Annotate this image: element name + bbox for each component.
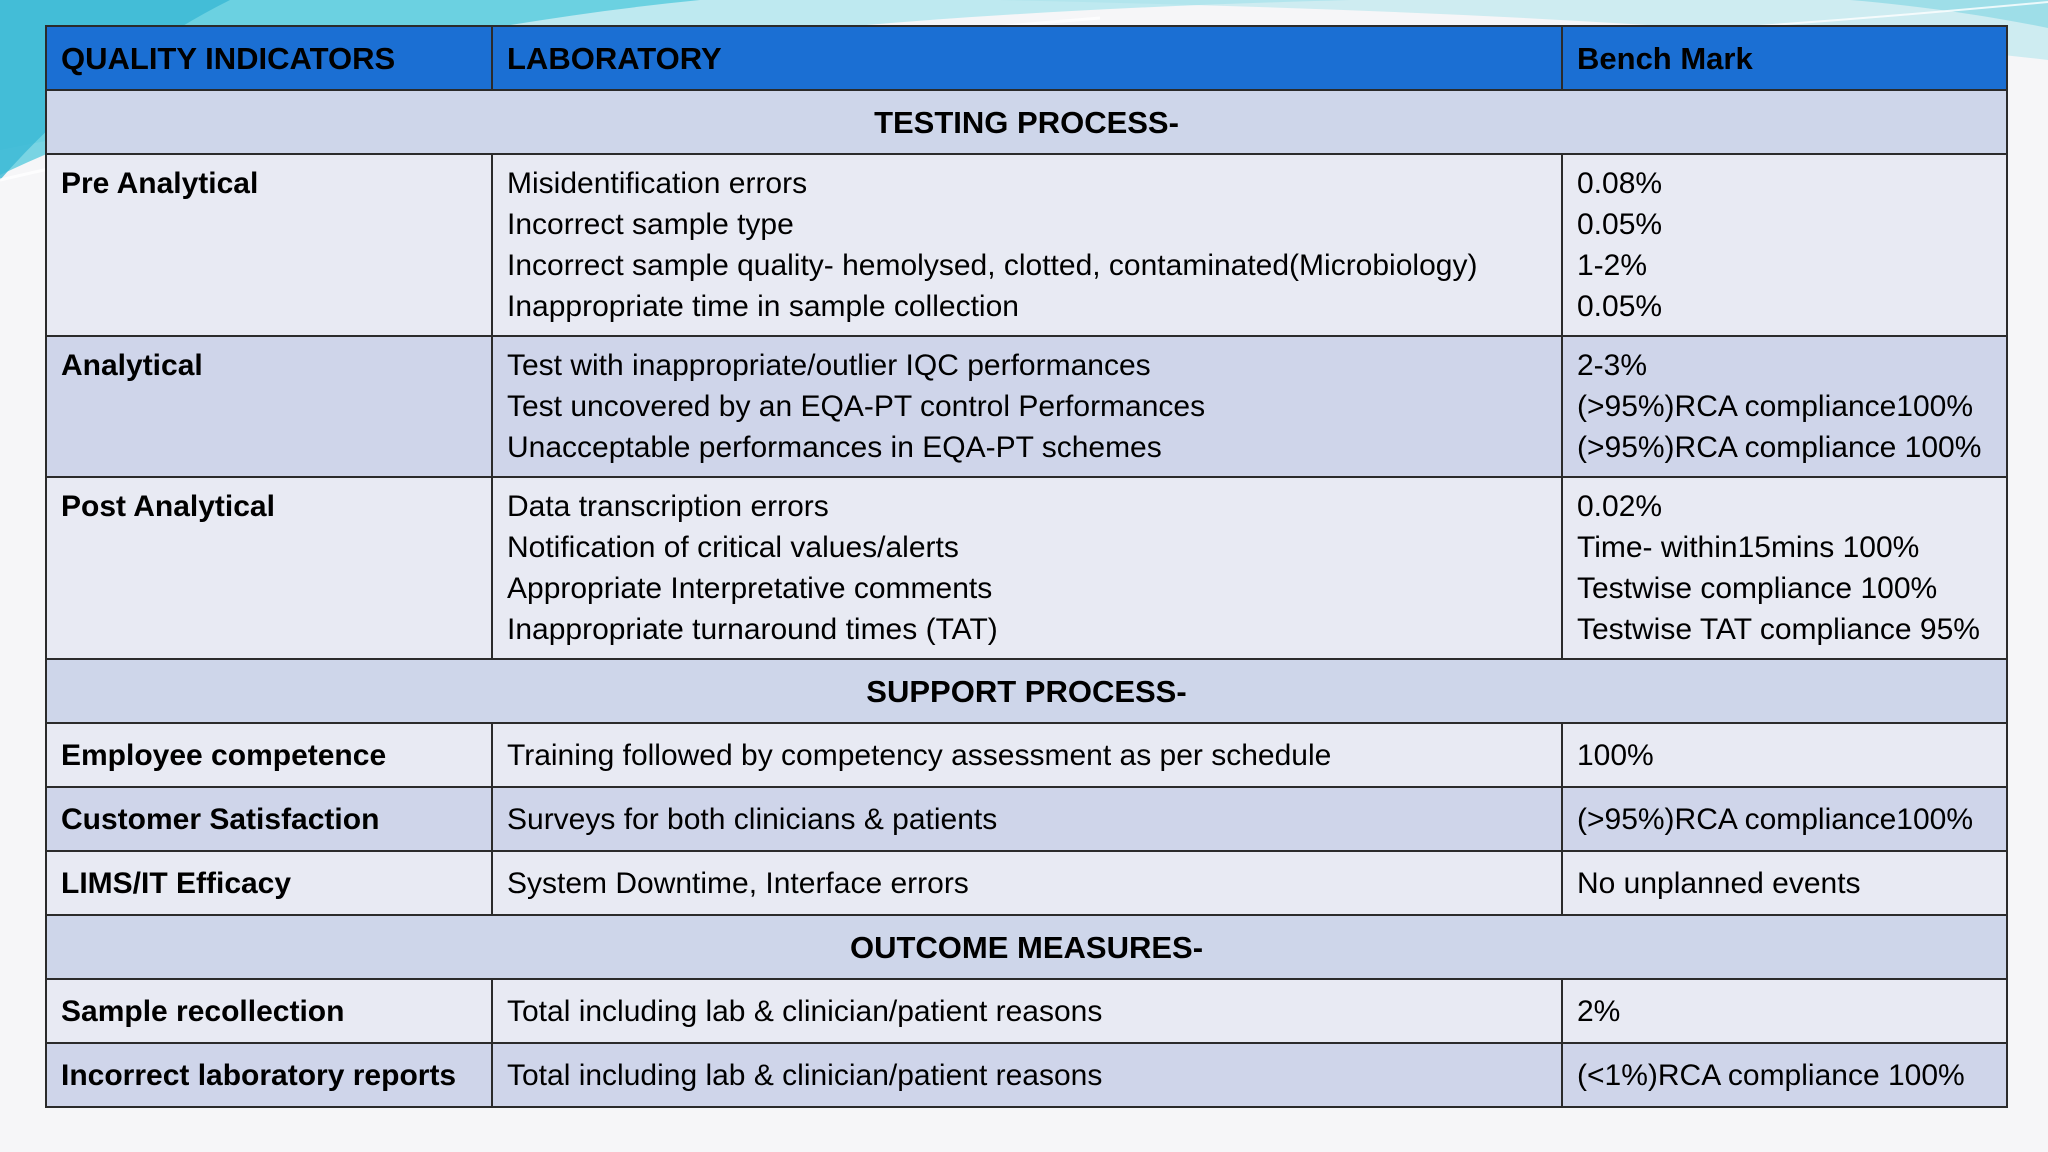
item-text: Test with inappropriate/outlier IQC perf… xyxy=(507,349,1151,382)
benchmark-text: 1-2% xyxy=(1577,249,1648,282)
row-benchmark: 2% xyxy=(1561,978,2008,1044)
row-label: Post Analytical xyxy=(45,476,493,660)
row-label: Employee competence xyxy=(45,722,493,788)
row-items: Test with inappropriate/outlier IQC perf… xyxy=(491,335,1563,478)
benchmark-text: (>95%)RCA compliance 100% xyxy=(1577,431,1982,464)
row-item: Training followed by competency assessme… xyxy=(491,722,1563,788)
table-header-row: QUALITY INDICATORS LABORATORY Bench Mark xyxy=(45,25,2008,91)
benchmark-text: 0.08% xyxy=(1577,167,1663,200)
item-text: Data transcription errors xyxy=(507,490,829,523)
section-title: OUTCOME MEASURES- xyxy=(45,914,2008,980)
benchmark-text: 0.05% xyxy=(1577,290,1663,323)
header-quality-indicators: QUALITY INDICATORS xyxy=(45,25,493,91)
row-label: Customer Satisfaction xyxy=(45,786,493,852)
row-items: Data transcription errors Notification o… xyxy=(491,476,1563,660)
item-text: Misidentification errors xyxy=(507,167,808,200)
item-text: Inappropriate turnaround times (TAT) xyxy=(507,613,998,646)
item-text: Inappropriate time in sample collection xyxy=(507,290,1019,323)
item-text: Incorrect sample type xyxy=(507,208,794,241)
header-laboratory: LABORATORY xyxy=(491,25,1563,91)
section-title: SUPPORT PROCESS- xyxy=(45,658,2008,724)
row-benchmarks: 0.08% 0.05% 1-2% 0.05% xyxy=(1561,153,2008,337)
benchmark-text: Time- within15mins 100% xyxy=(1577,531,1920,564)
row-item: Total including lab & clinician/patient … xyxy=(491,1042,1563,1108)
row-label: LIMS/IT Efficacy xyxy=(45,850,493,916)
section-title: TESTING PROCESS- xyxy=(45,89,2008,155)
row-item: Surveys for both clinicians & patients xyxy=(491,786,1563,852)
row-benchmarks: 0.02% Time- within15mins 100% Testwise c… xyxy=(1561,476,2008,660)
row-benchmark: No unplanned events xyxy=(1561,850,2008,916)
item-text: Test uncovered by an EQA-PT control Perf… xyxy=(507,390,1206,423)
item-text: Unacceptable performances in EQA-PT sche… xyxy=(507,431,1162,464)
row-item: Total including lab & clinician/patient … xyxy=(491,978,1563,1044)
table-row-customer-satisfaction: Customer Satisfaction Surveys for both c… xyxy=(45,786,2008,852)
item-text: Incorrect sample quality- hemolysed, clo… xyxy=(507,249,1478,282)
row-benchmark: (>95%)RCA compliance100% xyxy=(1561,786,2008,852)
table-row-employee-competence: Employee competence Training followed by… xyxy=(45,722,2008,788)
table-row-incorrect-reports: Incorrect laboratory reports Total inclu… xyxy=(45,1042,2008,1108)
header-bench-mark: Bench Mark xyxy=(1561,25,2008,91)
benchmark-text: Testwise TAT compliance 95% xyxy=(1577,613,1980,646)
row-benchmark: (<1%)RCA compliance 100% xyxy=(1561,1042,2008,1108)
section-outcome-measures: OUTCOME MEASURES- xyxy=(45,914,2008,980)
table-row-sample-recollection: Sample recollection Total including lab … xyxy=(45,978,2008,1044)
section-testing-process: TESTING PROCESS- xyxy=(45,89,2008,155)
item-text: Appropriate Interpretative comments xyxy=(507,572,993,605)
table-row-lims-it-efficacy: LIMS/IT Efficacy System Downtime, Interf… xyxy=(45,850,2008,916)
row-benchmark: 100% xyxy=(1561,722,2008,788)
row-label: Pre Analytical xyxy=(45,153,493,337)
table-row-post-analytical: Post Analytical Data transcription error… xyxy=(45,476,2008,660)
section-support-process: SUPPORT PROCESS- xyxy=(45,658,2008,724)
benchmark-text: 2-3% xyxy=(1577,349,1648,382)
quality-indicators-table: QUALITY INDICATORS LABORATORY Bench Mark… xyxy=(45,25,2008,1108)
row-benchmarks: 2-3% (>95%)RCA compliance100% (>95%)RCA … xyxy=(1561,335,2008,478)
row-label: Sample recollection xyxy=(45,978,493,1044)
item-text: Notification of critical values/alerts xyxy=(507,531,959,564)
benchmark-text: 0.05% xyxy=(1577,208,1663,241)
row-label: Analytical xyxy=(45,335,493,478)
table-row-pre-analytical: Pre Analytical Misidentification errors … xyxy=(45,153,2008,337)
benchmark-text: Testwise compliance 100% xyxy=(1577,572,1938,605)
benchmark-text: (>95%)RCA compliance100% xyxy=(1577,390,1974,423)
table-row-analytical: Analytical Test with inappropriate/outli… xyxy=(45,335,2008,478)
row-item: System Downtime, Interface errors xyxy=(491,850,1563,916)
row-items: Misidentification errors Incorrect sampl… xyxy=(491,153,1563,337)
benchmark-text: 0.02% xyxy=(1577,490,1663,523)
row-label: Incorrect laboratory reports xyxy=(45,1042,493,1108)
